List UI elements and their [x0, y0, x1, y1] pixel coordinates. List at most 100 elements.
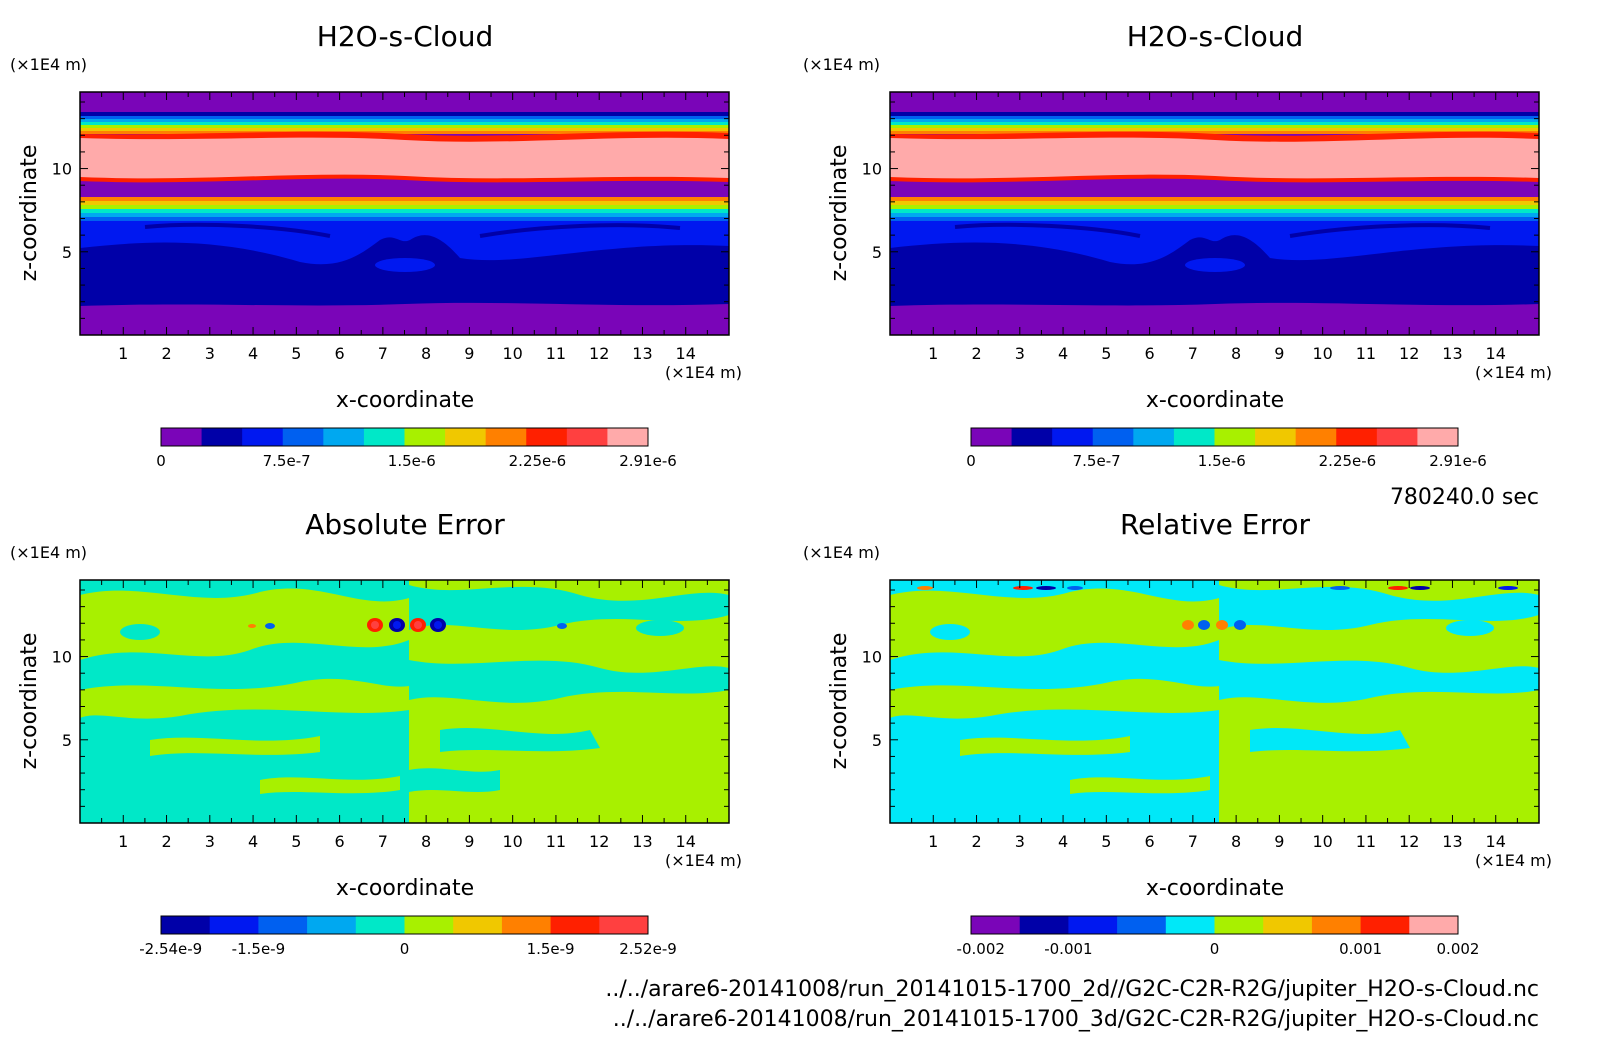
- x-tick-label: 8: [421, 344, 431, 363]
- colorbar-swatch: [1417, 428, 1459, 446]
- y-axis-label: z-coordinate: [17, 145, 42, 282]
- colorbar-swatch: [404, 916, 454, 934]
- x-tick-label: 5: [291, 832, 301, 851]
- x-tick-label: 5: [1101, 344, 1111, 363]
- colorbar-frame: [970, 915, 1459, 935]
- colorbar-tick-label: 1.5e-6: [1198, 452, 1246, 470]
- x-unit-label: (×1E4 m): [1475, 851, 1552, 870]
- colorbar-swatch: [363, 428, 405, 446]
- colorbar: -2.54e-9 -1.5e-9 0 1.5e-9 2.52e-9: [139, 915, 677, 958]
- colorbar-tick-label: -2.54e-9: [139, 940, 202, 958]
- heatmap-field: [890, 92, 1539, 335]
- colorbar-swatch: [161, 428, 203, 446]
- colorbar-swatch: [307, 916, 357, 934]
- colorbar-tick-label: 2.25e-6: [1319, 452, 1377, 470]
- heatmap-field: [80, 580, 729, 823]
- colorbar: 0 7.5e-7 1.5e-6 2.25e-6 2.91e-6: [156, 427, 677, 470]
- x-tick-label: 14: [676, 344, 696, 363]
- colorbar-swatch: [1336, 428, 1378, 446]
- colorbar-tick-label: 1.5e-6: [388, 452, 436, 470]
- colorbar-tick-label: 0: [1210, 940, 1220, 958]
- x-tick-label: 13: [1442, 344, 1462, 363]
- x-unit-label: (×1E4 m): [665, 363, 742, 382]
- x-tick-label: 12: [589, 344, 609, 363]
- chart-title: H2O-s-Cloud: [317, 20, 493, 53]
- x-tick-label: 2: [971, 344, 981, 363]
- y-tick-label: 10: [52, 648, 72, 667]
- colorbar-swatch: [550, 916, 600, 934]
- x-tick-label: 1: [118, 832, 128, 851]
- y-axis-label: z-coordinate: [17, 633, 42, 770]
- colorbar-swatch: [1311, 916, 1362, 934]
- x-tick-label: 1: [118, 344, 128, 363]
- x-tick-label: 8: [421, 832, 431, 851]
- x-tick-label: 14: [1486, 832, 1506, 851]
- colorbar-swatch: [599, 916, 649, 934]
- x-tick-label: 11: [546, 344, 566, 363]
- colorbar-swatch: [242, 428, 284, 446]
- panel-bottom-right: Relative Error (×1E4 m): [803, 508, 1552, 958]
- x-tick-label: 7: [1188, 344, 1198, 363]
- x-tick-label: 9: [464, 832, 474, 851]
- y-tick-label: 5: [872, 731, 882, 750]
- colorbar-swatch: [1360, 916, 1410, 934]
- x-tick-label: 12: [1399, 344, 1419, 363]
- x-tick-label: 7: [1188, 832, 1198, 851]
- x-tick-label: 5: [1101, 832, 1111, 851]
- x-tick-label: 13: [632, 344, 652, 363]
- colorbar-tick-label: 2.25e-6: [509, 452, 567, 470]
- x-tick-label: 2: [161, 344, 171, 363]
- colorbar-swatch: [404, 428, 446, 446]
- x-tick-label: 4: [1058, 344, 1068, 363]
- colorbar-swatch: [1409, 916, 1459, 934]
- x-tick-label: 1: [928, 832, 938, 851]
- colorbar-frame: [160, 427, 649, 447]
- x-axis-label: x-coordinate: [336, 876, 474, 901]
- colorbar-tick-label: 0.002: [1437, 940, 1480, 958]
- footer-file-3d: ../../arare6-20141008/run_20141015-1700_…: [613, 1007, 1539, 1032]
- colorbar-swatch: [282, 428, 324, 446]
- x-unit-label: (×1E4 m): [1475, 363, 1552, 382]
- x-tick-label: 6: [335, 344, 345, 363]
- y-tick-label: 5: [62, 731, 72, 750]
- y-axis-label: z-coordinate: [827, 633, 852, 770]
- x-tick-label: 13: [1442, 832, 1462, 851]
- colorbar-swatch: [1295, 428, 1337, 446]
- colorbar-swatch: [1019, 916, 1069, 934]
- x-tick-label: 14: [676, 832, 696, 851]
- x-unit-label: (×1E4 m): [665, 851, 742, 870]
- x-tick-label: 6: [1145, 344, 1155, 363]
- colorbar-swatch: [201, 428, 243, 446]
- x-tick-label: 10: [1312, 344, 1332, 363]
- colorbar-tick-label: 1.5e-9: [527, 940, 575, 958]
- colorbar-tick-label: 2.91e-6: [1429, 452, 1487, 470]
- chart-title: Relative Error: [1120, 508, 1311, 541]
- colorbar-tick-label: 0.001: [1339, 940, 1382, 958]
- chart-title: Absolute Error: [305, 508, 505, 541]
- x-tick-label: 12: [589, 832, 609, 851]
- x-tick-label: 14: [1486, 344, 1506, 363]
- colorbar-tick-label: -0.001: [1044, 940, 1092, 958]
- x-tick-label: 1: [928, 344, 938, 363]
- colorbar-swatch: [1214, 428, 1256, 446]
- x-tick-label: 10: [502, 344, 522, 363]
- colorbar-tick-label: 7.5e-7: [1073, 452, 1121, 470]
- x-axis-label: x-coordinate: [1146, 876, 1284, 901]
- colorbar-swatch: [971, 916, 1021, 934]
- x-tick-label: 9: [1274, 832, 1284, 851]
- colorbar-swatch: [485, 428, 527, 446]
- x-tick-label: 6: [335, 832, 345, 851]
- colorbar-swatch: [1165, 916, 1215, 934]
- colorbar-swatch: [1263, 916, 1313, 934]
- colorbar-swatch: [526, 428, 568, 446]
- colorbar-swatch: [566, 428, 608, 446]
- x-tick-label: 2: [161, 832, 171, 851]
- y-unit-label: (×1E4 m): [10, 543, 87, 562]
- colorbar-swatch: [1117, 916, 1167, 934]
- colorbar-swatch: [607, 428, 649, 446]
- x-tick-label: 4: [1058, 832, 1068, 851]
- x-tick-label: 2: [971, 832, 981, 851]
- colorbar-tick-label: 2.52e-9: [619, 940, 677, 958]
